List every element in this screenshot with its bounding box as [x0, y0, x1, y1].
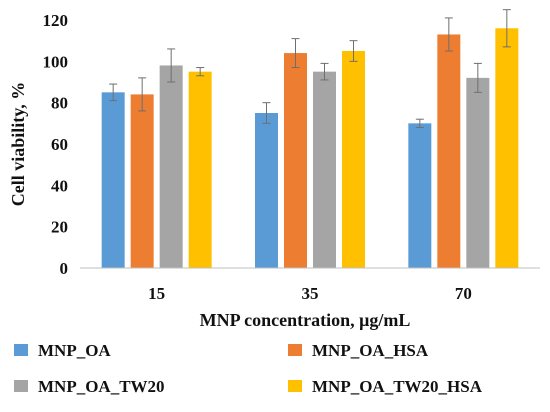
y-tick-label: 20 [51, 218, 68, 237]
legend-item: MNP_OA_TW20 [14, 377, 165, 396]
bar [342, 51, 365, 268]
bar [101, 92, 125, 268]
legend-item: MNP_OA_HSA [288, 341, 429, 360]
error-bar [502, 9, 511, 48]
legend-label: MNP_OA [38, 341, 111, 360]
x-tick-label: 15 [148, 284, 165, 303]
legend: MNP_OA MNP_OA_HSA MNP_OA_TW20 MNP_OA_TW20_H… [14, 341, 483, 396]
error-bar [262, 102, 271, 124]
error-bar [196, 67, 205, 77]
bar [188, 71, 212, 269]
bar [313, 71, 336, 269]
error-bar [291, 38, 300, 69]
bar [255, 113, 278, 268]
x-tick-label: 70 [455, 284, 472, 303]
y-tick-label: 0 [60, 259, 69, 278]
legend-swatch [14, 380, 28, 392]
bar [408, 123, 432, 268]
legend-label: MNP_OA_TW20_HSA [312, 377, 483, 396]
bar [437, 34, 461, 268]
error-bar [415, 118, 424, 128]
error-bar [473, 62, 482, 93]
x-axis-title: MNP concentration, μg/mL [200, 310, 411, 330]
y-axis-ticks: 0 20 40 60 80 100 120 [43, 11, 69, 278]
legend-swatch [288, 380, 302, 392]
legend-item: MNP_OA [14, 341, 111, 360]
y-axis-title: Cell viability, % [8, 82, 28, 207]
bar [159, 65, 183, 268]
error-bar [109, 83, 118, 102]
legend-item: MNP_OA_TW20_HSA [288, 377, 483, 396]
y-tick-label: 40 [51, 176, 68, 195]
y-tick-label: 100 [43, 52, 69, 71]
bars [101, 28, 519, 269]
y-tick-label: 80 [51, 94, 68, 113]
bar [284, 53, 307, 268]
legend-swatch [288, 344, 302, 356]
x-tick-label: 35 [302, 284, 319, 303]
bar [466, 77, 490, 268]
x-axis-ticks: 15 35 70 [148, 284, 472, 303]
error-bar [167, 48, 176, 83]
error-bar [444, 17, 453, 52]
y-tick-label: 60 [51, 135, 68, 154]
error-bar [138, 77, 147, 112]
legend-label: MNP_OA_HSA [312, 341, 429, 360]
bar [495, 28, 519, 269]
legend-swatch [14, 344, 28, 356]
error-bar [320, 62, 329, 81]
legend-label: MNP_OA_TW20 [38, 377, 165, 396]
y-tick-label: 120 [43, 11, 69, 30]
bar [130, 94, 154, 269]
error-bars [109, 9, 511, 128]
error-bar [349, 40, 358, 62]
